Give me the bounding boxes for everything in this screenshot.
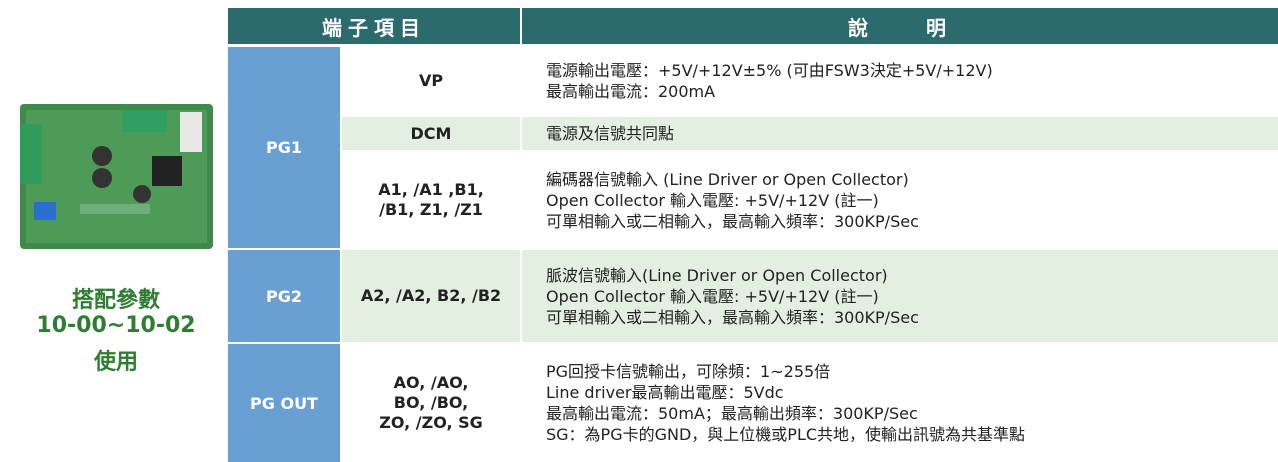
note-line: 使用 (93, 350, 138, 375)
text-line: VP (418, 71, 444, 90)
text-line: 電源及信號共同點 (546, 124, 675, 143)
text-line: 電源輸出電壓：+5V/+12V±5% (可由FSW3決定+5V/+12V) (546, 61, 993, 80)
group-cell: PG1 (228, 47, 340, 248)
text-line: 編碼器信號輸入 (Line Driver or Open Collector) (546, 169, 909, 189)
text-line: 可單相輸入或二相輸入，最高輸入頻率：300KP/Sec (546, 307, 919, 327)
text-line: BO, /BO, (393, 393, 469, 412)
description-cell: 電源輸出電壓：+5V/+12V±5% (可由FSW3決定+5V/+12V) 最高輸… (522, 47, 1278, 115)
text-line: /B1, Z1, /Z1 (379, 200, 483, 219)
text-line: A2, /A2, B2, /B2 (360, 286, 502, 305)
terminal-cell: A1, /A1 ,B1,/B1, Z1, /Z1 (342, 152, 520, 248)
text-line: Line driver最高輸出電壓：5Vdc (546, 383, 784, 402)
text-line: DCM (410, 123, 452, 143)
note-line: 10-00~10-02 (36, 313, 196, 338)
note-line: 搭配參數 (71, 288, 160, 313)
text-line: AO, /AO, (393, 373, 469, 392)
header-cell: 端子項目 (228, 8, 520, 44)
text-line: A1, /A1 ,B1, (378, 180, 484, 199)
terminal-cell: VP (342, 47, 520, 115)
text-line: 脈波信號輸入(Line Driver or Open Collector) (546, 265, 888, 285)
text-line: ZO, /ZO, SG (379, 413, 483, 432)
text-line: PG回授卡信號輸出，可除頻：1~255倍 (546, 362, 831, 381)
pcb-image (20, 104, 213, 249)
group-cell: PG OUT (228, 344, 340, 462)
description-cell: 編碼器信號輸入 (Line Driver or Open Collector) O… (522, 152, 1278, 248)
description-cell: 電源及信號共同點 (522, 117, 1278, 150)
terminal-cell: A2, /A2, B2, /B2 (342, 250, 520, 342)
group-cell: PG2 (228, 250, 340, 342)
text-line: Open Collector 輸入電壓: +5V/+12V (註一) (546, 190, 879, 210)
text-line: 最高輸出電流：50mA；最高輸出頻率：300KP/Sec (546, 404, 918, 423)
text-line: 最高輸出電流：200mA (546, 82, 716, 101)
header-cell: 說 明 (522, 8, 1278, 44)
text-line: 可單相輸入或二相輸入，最高輸入頻率：300KP/Sec (546, 211, 919, 231)
description-cell: 脈波信號輸入(Line Driver or Open Collector) Ope… (522, 250, 1278, 342)
text-line: SG：為PG卡的GND，與上位機或PLC共地，使輸出訊號為共基準點 (546, 425, 1026, 444)
terminal-cell: DCM (342, 117, 520, 150)
description-cell: PG回授卡信號輸出，可除頻：1~255倍 Line driver最高輸出電壓：5V… (522, 344, 1278, 462)
text-line: Open Collector 輸入電壓: +5V/+12V (註一) (546, 286, 879, 306)
terminal-cell: AO, /AO, BO, /BO, ZO, /ZO, SG (342, 344, 520, 462)
